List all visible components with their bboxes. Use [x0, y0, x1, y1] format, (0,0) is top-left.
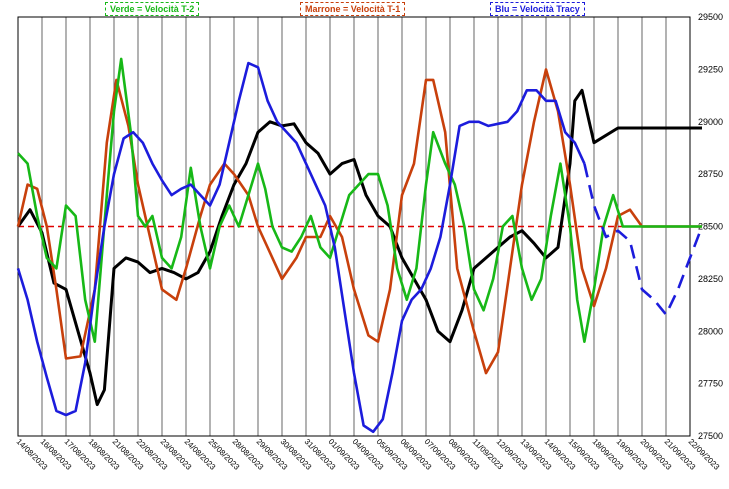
legend-brown: Marrone = Velocità T-1 — [300, 2, 406, 16]
y-tick-label: 27750 — [698, 379, 723, 389]
y-tick-label: 28750 — [698, 169, 723, 179]
legend-green: Verde = Velocità T-2 — [105, 2, 200, 16]
y-tick-label: 28250 — [698, 274, 723, 284]
series-brown — [16, 68, 702, 375]
y-tick-label: 28000 — [698, 326, 723, 336]
y-tick-label: 28500 — [698, 222, 723, 232]
series-blue_forecast — [583, 163, 704, 316]
series-price — [16, 88, 702, 407]
series-blue — [16, 61, 586, 434]
y-tick-label: 29250 — [698, 64, 723, 74]
y-tick-label: 29000 — [698, 117, 723, 127]
legend-blue: Blu = Velocità Tracy — [490, 2, 585, 16]
y-tick-label: 29500 — [698, 12, 723, 22]
y-tick-label: 27500 — [698, 431, 723, 441]
